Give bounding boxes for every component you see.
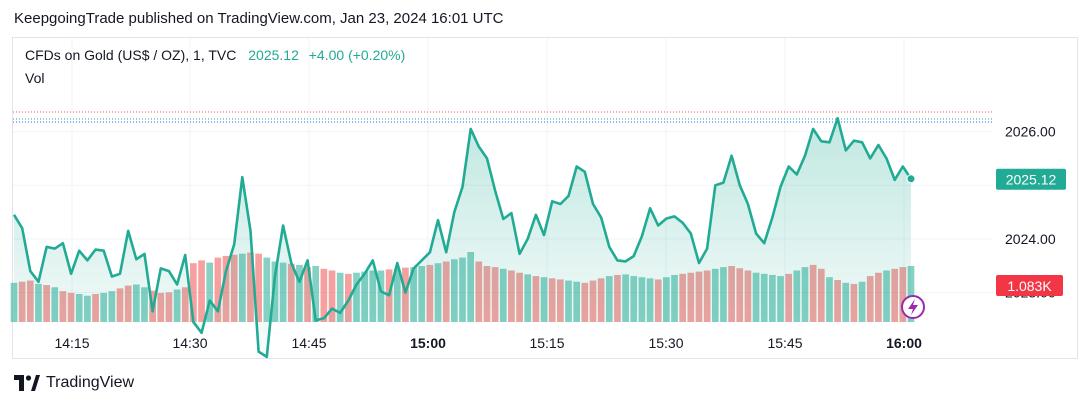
x-tick-label: 15:30 xyxy=(648,335,683,351)
x-tick-label: 16:00 xyxy=(886,335,922,351)
volume-badge xyxy=(996,275,1063,296)
volume-bar xyxy=(328,270,336,322)
volume-bar xyxy=(190,263,197,322)
legend-change: +4.00 (+0.20%) xyxy=(308,47,406,63)
chart-frame xyxy=(12,37,1078,359)
last-price-badge-text: 2025.12 xyxy=(1006,171,1057,187)
legend-symbol: CFDs on Gold (US$ / OZ), 1, TVC xyxy=(25,47,237,63)
volume-badge-text: 1.083K xyxy=(1007,278,1052,294)
price-area xyxy=(14,118,911,357)
published-line: KeepgoingTrade published on TradingView.… xyxy=(14,10,504,27)
x-tick-label: 14:30 xyxy=(172,335,207,351)
y-tick-label: 2024.00 xyxy=(1005,231,1056,247)
footer-brand-name: TradingView xyxy=(46,374,135,391)
volume-bar xyxy=(263,257,271,322)
footer-brand[interactable]: TradingView xyxy=(14,374,134,392)
volume-bar xyxy=(214,257,222,322)
price-line xyxy=(12,116,913,359)
x-tick-label: 15:00 xyxy=(410,335,446,351)
legend-last-price: 2025.12 xyxy=(248,47,299,63)
tradingview-logo-icon xyxy=(14,375,40,391)
last-price-dot xyxy=(906,174,916,184)
volume-bar xyxy=(336,272,344,322)
volume-bar xyxy=(198,260,205,322)
volume-bar xyxy=(312,266,320,322)
volume-bar xyxy=(320,268,328,322)
volume-bar xyxy=(255,253,262,322)
x-tick-label: 15:45 xyxy=(767,335,802,351)
x-tick-label: 15:15 xyxy=(529,335,564,351)
last-price-badge xyxy=(996,168,1066,190)
y-tick-label: 2026.00 xyxy=(1005,124,1056,140)
x-tick-label: 14:15 xyxy=(54,335,89,351)
lightning-icon[interactable] xyxy=(901,295,925,319)
chart-legend: CFDs on Gold (US$ / OZ), 1, TVC 2025.12 … xyxy=(25,47,405,63)
volume-bar xyxy=(206,262,214,322)
volume-legend-label: Vol xyxy=(25,70,45,86)
x-tick-label: 14:45 xyxy=(291,335,326,351)
